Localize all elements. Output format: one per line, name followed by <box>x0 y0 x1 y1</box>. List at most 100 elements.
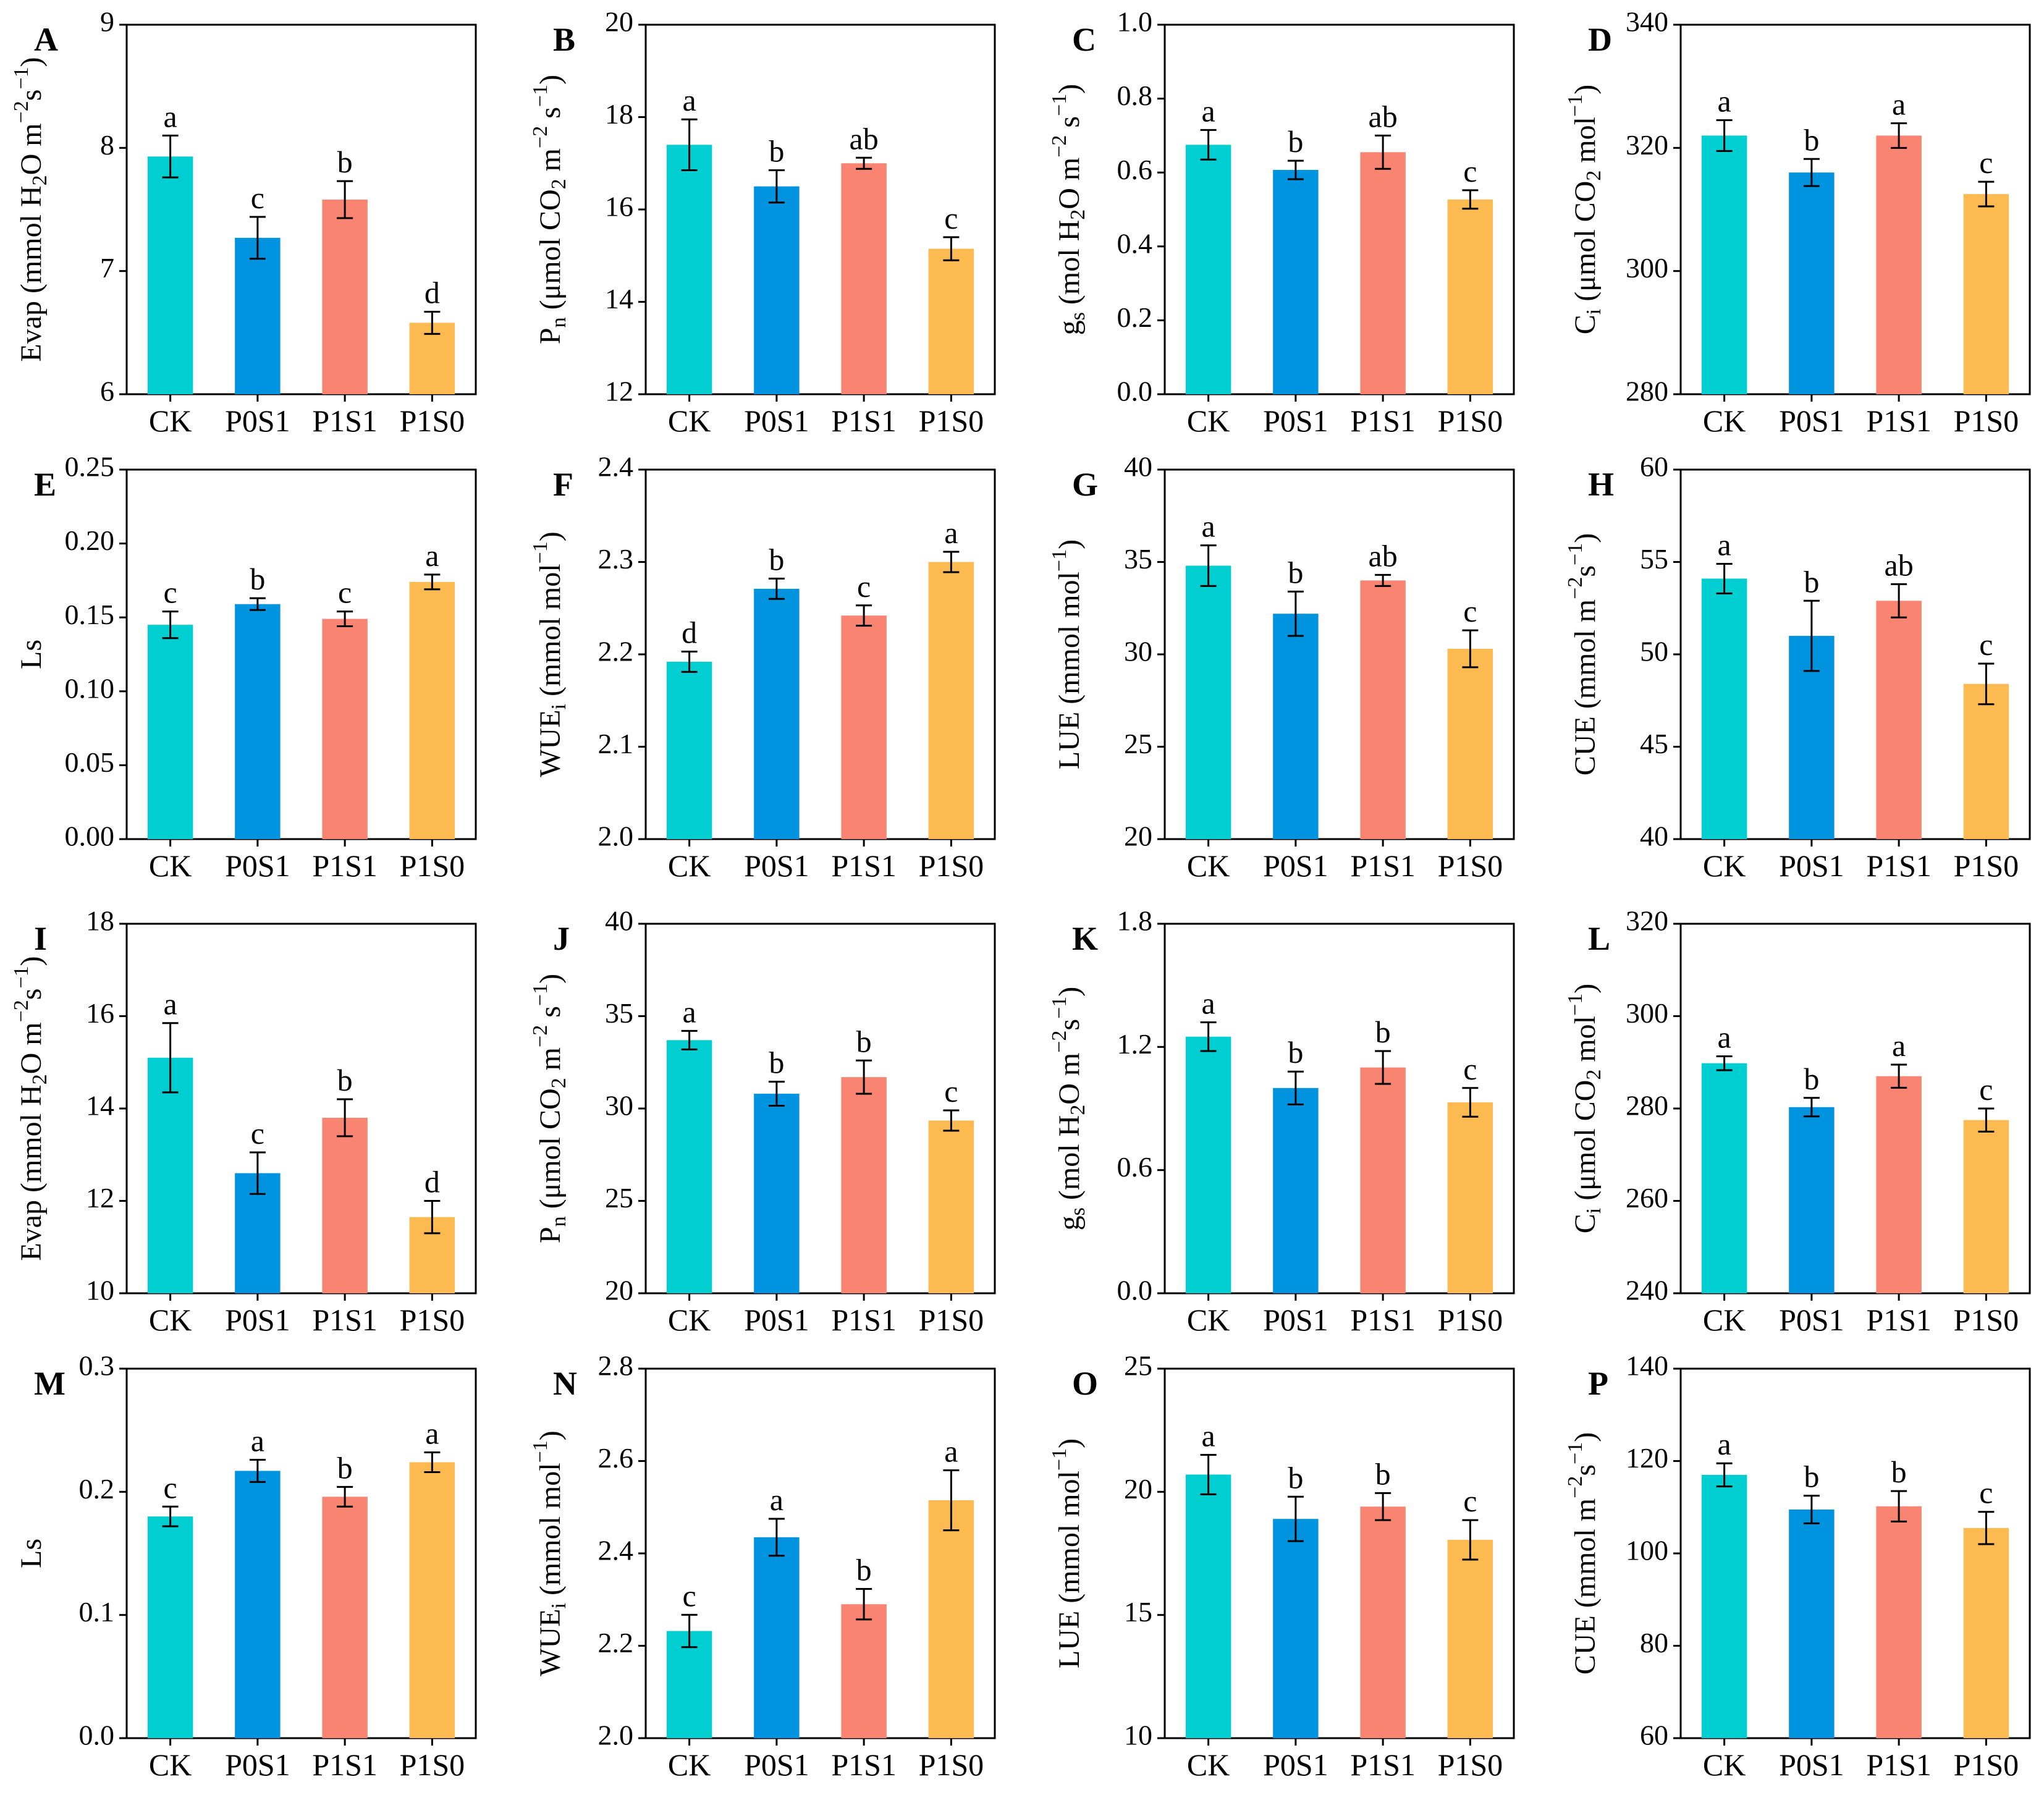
bar-ck <box>1185 145 1231 394</box>
y-axis-title-base: Evap (mmol H <box>15 185 48 361</box>
y-axis-title-sup2: −1 <box>1048 94 1071 116</box>
bar-p1s0 <box>928 1120 974 1293</box>
y-axis-title-sup2: −1 <box>10 966 33 988</box>
y-tick-label: 80 <box>1640 1627 1668 1658</box>
y-tick-label: 2.3 <box>598 543 634 575</box>
y-axis-title-base: CUE (mmol m <box>1569 599 1602 775</box>
y-tick-label: 55 <box>1640 543 1668 575</box>
y-axis-title-end: ) <box>1053 1438 1086 1448</box>
panel-letter: B <box>553 21 575 58</box>
bar-p1s1 <box>1876 135 1922 394</box>
plot-frame <box>1679 23 2031 395</box>
y-axis-title-sub: i <box>1582 1208 1605 1214</box>
bar-p1s1 <box>841 1604 887 1738</box>
significance-letter: ab <box>1885 547 1914 582</box>
panel-letter: O <box>1072 1365 1098 1402</box>
y-axis-title-sup: −1 <box>529 1440 552 1463</box>
y-tick-label: 12 <box>86 1182 114 1214</box>
y-axis-title-sup: −1 <box>1564 994 1587 1016</box>
y-axis-title-sup2: −1 <box>1048 997 1071 1019</box>
y-axis-title: CUE (mmol m−2s−1) <box>1564 1432 1602 1675</box>
y-axis-title: Pn (μmol CO2 m−2 s−1) <box>529 974 570 1243</box>
y-axis-title-rest2: mol <box>1569 1016 1602 1070</box>
bar-p1s0 <box>1963 194 2009 394</box>
y-tick-label: 18 <box>605 98 633 130</box>
y-axis-title-sub2: 2 <box>547 1078 570 1088</box>
x-tick-label: P1S0 <box>1954 1303 2019 1337</box>
x-tick-label: P1S0 <box>1438 403 1503 438</box>
y-tick-label: 0.3 <box>79 1350 115 1382</box>
bar-ck <box>666 1631 712 1738</box>
y-axis-title-rest: (μmol CO <box>1569 181 1602 309</box>
significance-letter: b <box>1804 1062 1819 1096</box>
x-tick-label: CK <box>668 403 711 438</box>
bar-p1s1 <box>1360 580 1406 839</box>
y-axis-title: Ci (μmol CO2 mol−1) <box>1564 984 1605 1233</box>
y-axis-title-rest: (mol H <box>1053 1115 1086 1207</box>
y-axis-title-mid: s <box>15 989 48 1000</box>
bar-ck <box>1701 1474 1747 1738</box>
x-tick-label: P1S1 <box>831 1303 897 1337</box>
significance-letter: c <box>338 575 352 610</box>
y-axis-title-sup: −1 <box>1048 1448 1071 1471</box>
significance-letter: a <box>1718 83 1731 118</box>
y-axis-title-sub: 2 <box>28 175 51 185</box>
y-axis-title-rest2: m <box>534 148 567 179</box>
x-tick-label: P0S1 <box>1779 1303 1844 1337</box>
x-tick-label: P1S0 <box>1438 1303 1503 1337</box>
y-axis-title-mid: s <box>1569 1464 1602 1476</box>
x-tick-label: CK <box>1703 1747 1746 1782</box>
x-tick-label: P0S1 <box>1779 403 1844 438</box>
y-axis-title-rest: O m <box>15 123 48 175</box>
y-tick-label: 2.2 <box>598 636 634 667</box>
y-axis-title-base: Evap (mmol H <box>15 1084 48 1261</box>
y-tick-label: 120 <box>1626 1442 1668 1474</box>
x-tick-label: P1S1 <box>312 848 378 883</box>
significance-letter: c <box>1463 154 1477 188</box>
x-tick-label: P0S1 <box>225 1747 290 1782</box>
y-tick-label: 260 <box>1626 1182 1668 1214</box>
significance-letter: c <box>1979 145 1993 180</box>
significance-letter: b <box>856 1553 872 1587</box>
y-tick-label: 340 <box>1626 6 1668 38</box>
y-axis-title-rest: (mol H <box>1053 220 1086 312</box>
bar-p1s0 <box>409 1462 455 1738</box>
x-tick-label: P0S1 <box>744 403 809 438</box>
y-axis-title-sup2: −1 <box>1564 543 1587 565</box>
y-axis-title: Ls <box>15 640 48 669</box>
significance-letter: b <box>769 133 784 168</box>
significance-letter: d <box>424 275 440 310</box>
y-axis-title-sub: n <box>547 1216 570 1227</box>
significance-letter: c <box>1979 627 1993 662</box>
y-axis-title-sup2: −1 <box>529 85 552 107</box>
significance-letter: c <box>164 1470 177 1505</box>
bar-p0s1 <box>1273 1088 1319 1293</box>
x-tick-label: P1S1 <box>1350 1303 1416 1337</box>
significance-letter: a <box>1718 1020 1731 1055</box>
bar-p1s0 <box>928 1500 974 1738</box>
panel-letter: K <box>1072 920 1098 957</box>
plot-frame <box>125 468 477 840</box>
x-tick-label: CK <box>1703 1303 1746 1337</box>
bar-ck <box>1185 565 1231 839</box>
y-tick-label: 0.2 <box>79 1473 115 1505</box>
x-tick-label: P1S0 <box>400 1303 465 1337</box>
y-tick-label: 0.25 <box>65 451 115 483</box>
bar-p1s0 <box>1963 683 2009 839</box>
x-tick-label: P0S1 <box>225 403 290 438</box>
y-tick-label: 0.00 <box>65 821 115 852</box>
panel-m: M 0.0 0.1 0.2 0.3 Ls c CK a P0S1 b P1S1 a P1S0 <box>15 1350 477 1782</box>
significance-letter: b <box>1804 564 1819 599</box>
y-tick-label: 35 <box>1124 543 1152 575</box>
y-axis-title-sup: −2 <box>1048 135 1071 158</box>
panel-letter: E <box>34 466 56 503</box>
bar-p1s0 <box>1963 1120 2009 1293</box>
y-tick-label: 0.6 <box>1117 154 1153 185</box>
y-axis-title-sub: i <box>1582 309 1605 315</box>
significance-letter: b <box>1288 555 1303 589</box>
y-axis-title-sup: −1 <box>1048 549 1071 572</box>
y-axis-title-mid: s <box>1053 1019 1086 1031</box>
bar-ck <box>666 1040 712 1293</box>
significance-letter: a <box>425 538 439 573</box>
panel-letter: C <box>1072 21 1096 58</box>
